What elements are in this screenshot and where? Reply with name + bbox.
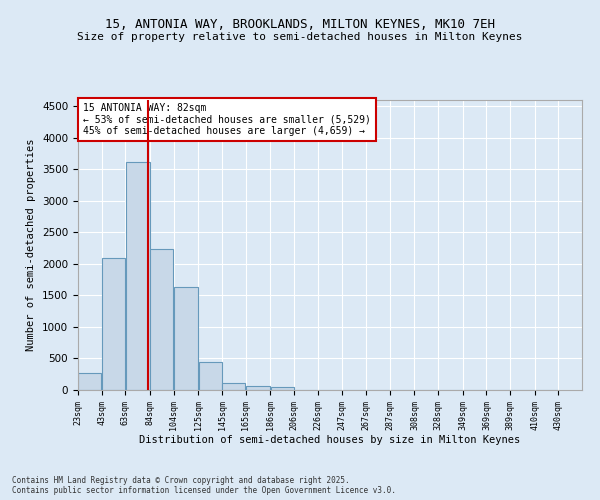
Text: 15 ANTONIA WAY: 82sqm
← 53% of semi-detached houses are smaller (5,529)
45% of s: 15 ANTONIA WAY: 82sqm ← 53% of semi-deta…	[83, 103, 371, 136]
Bar	[125, 162, 150, 390]
Bar	[174, 286, 198, 390]
Bar	[246, 386, 270, 390]
Bar	[199, 362, 222, 390]
Text: 15, ANTONIA WAY, BROOKLANDS, MILTON KEYNES, MK10 7EH: 15, ANTONIA WAY, BROOKLANDS, MILTON KEYN…	[105, 18, 495, 30]
X-axis label: Distribution of semi-detached houses by size in Milton Keynes: Distribution of semi-detached houses by …	[139, 436, 521, 446]
Text: Contains HM Land Registry data © Crown copyright and database right 2025.
Contai: Contains HM Land Registry data © Crown c…	[12, 476, 396, 495]
Y-axis label: Number of semi-detached properties: Number of semi-detached properties	[26, 138, 37, 352]
Bar	[150, 250, 173, 390]
Bar	[102, 258, 125, 390]
Bar	[222, 383, 245, 390]
Bar	[271, 387, 294, 390]
Bar	[78, 373, 101, 390]
Text: Size of property relative to semi-detached houses in Milton Keynes: Size of property relative to semi-detach…	[77, 32, 523, 42]
